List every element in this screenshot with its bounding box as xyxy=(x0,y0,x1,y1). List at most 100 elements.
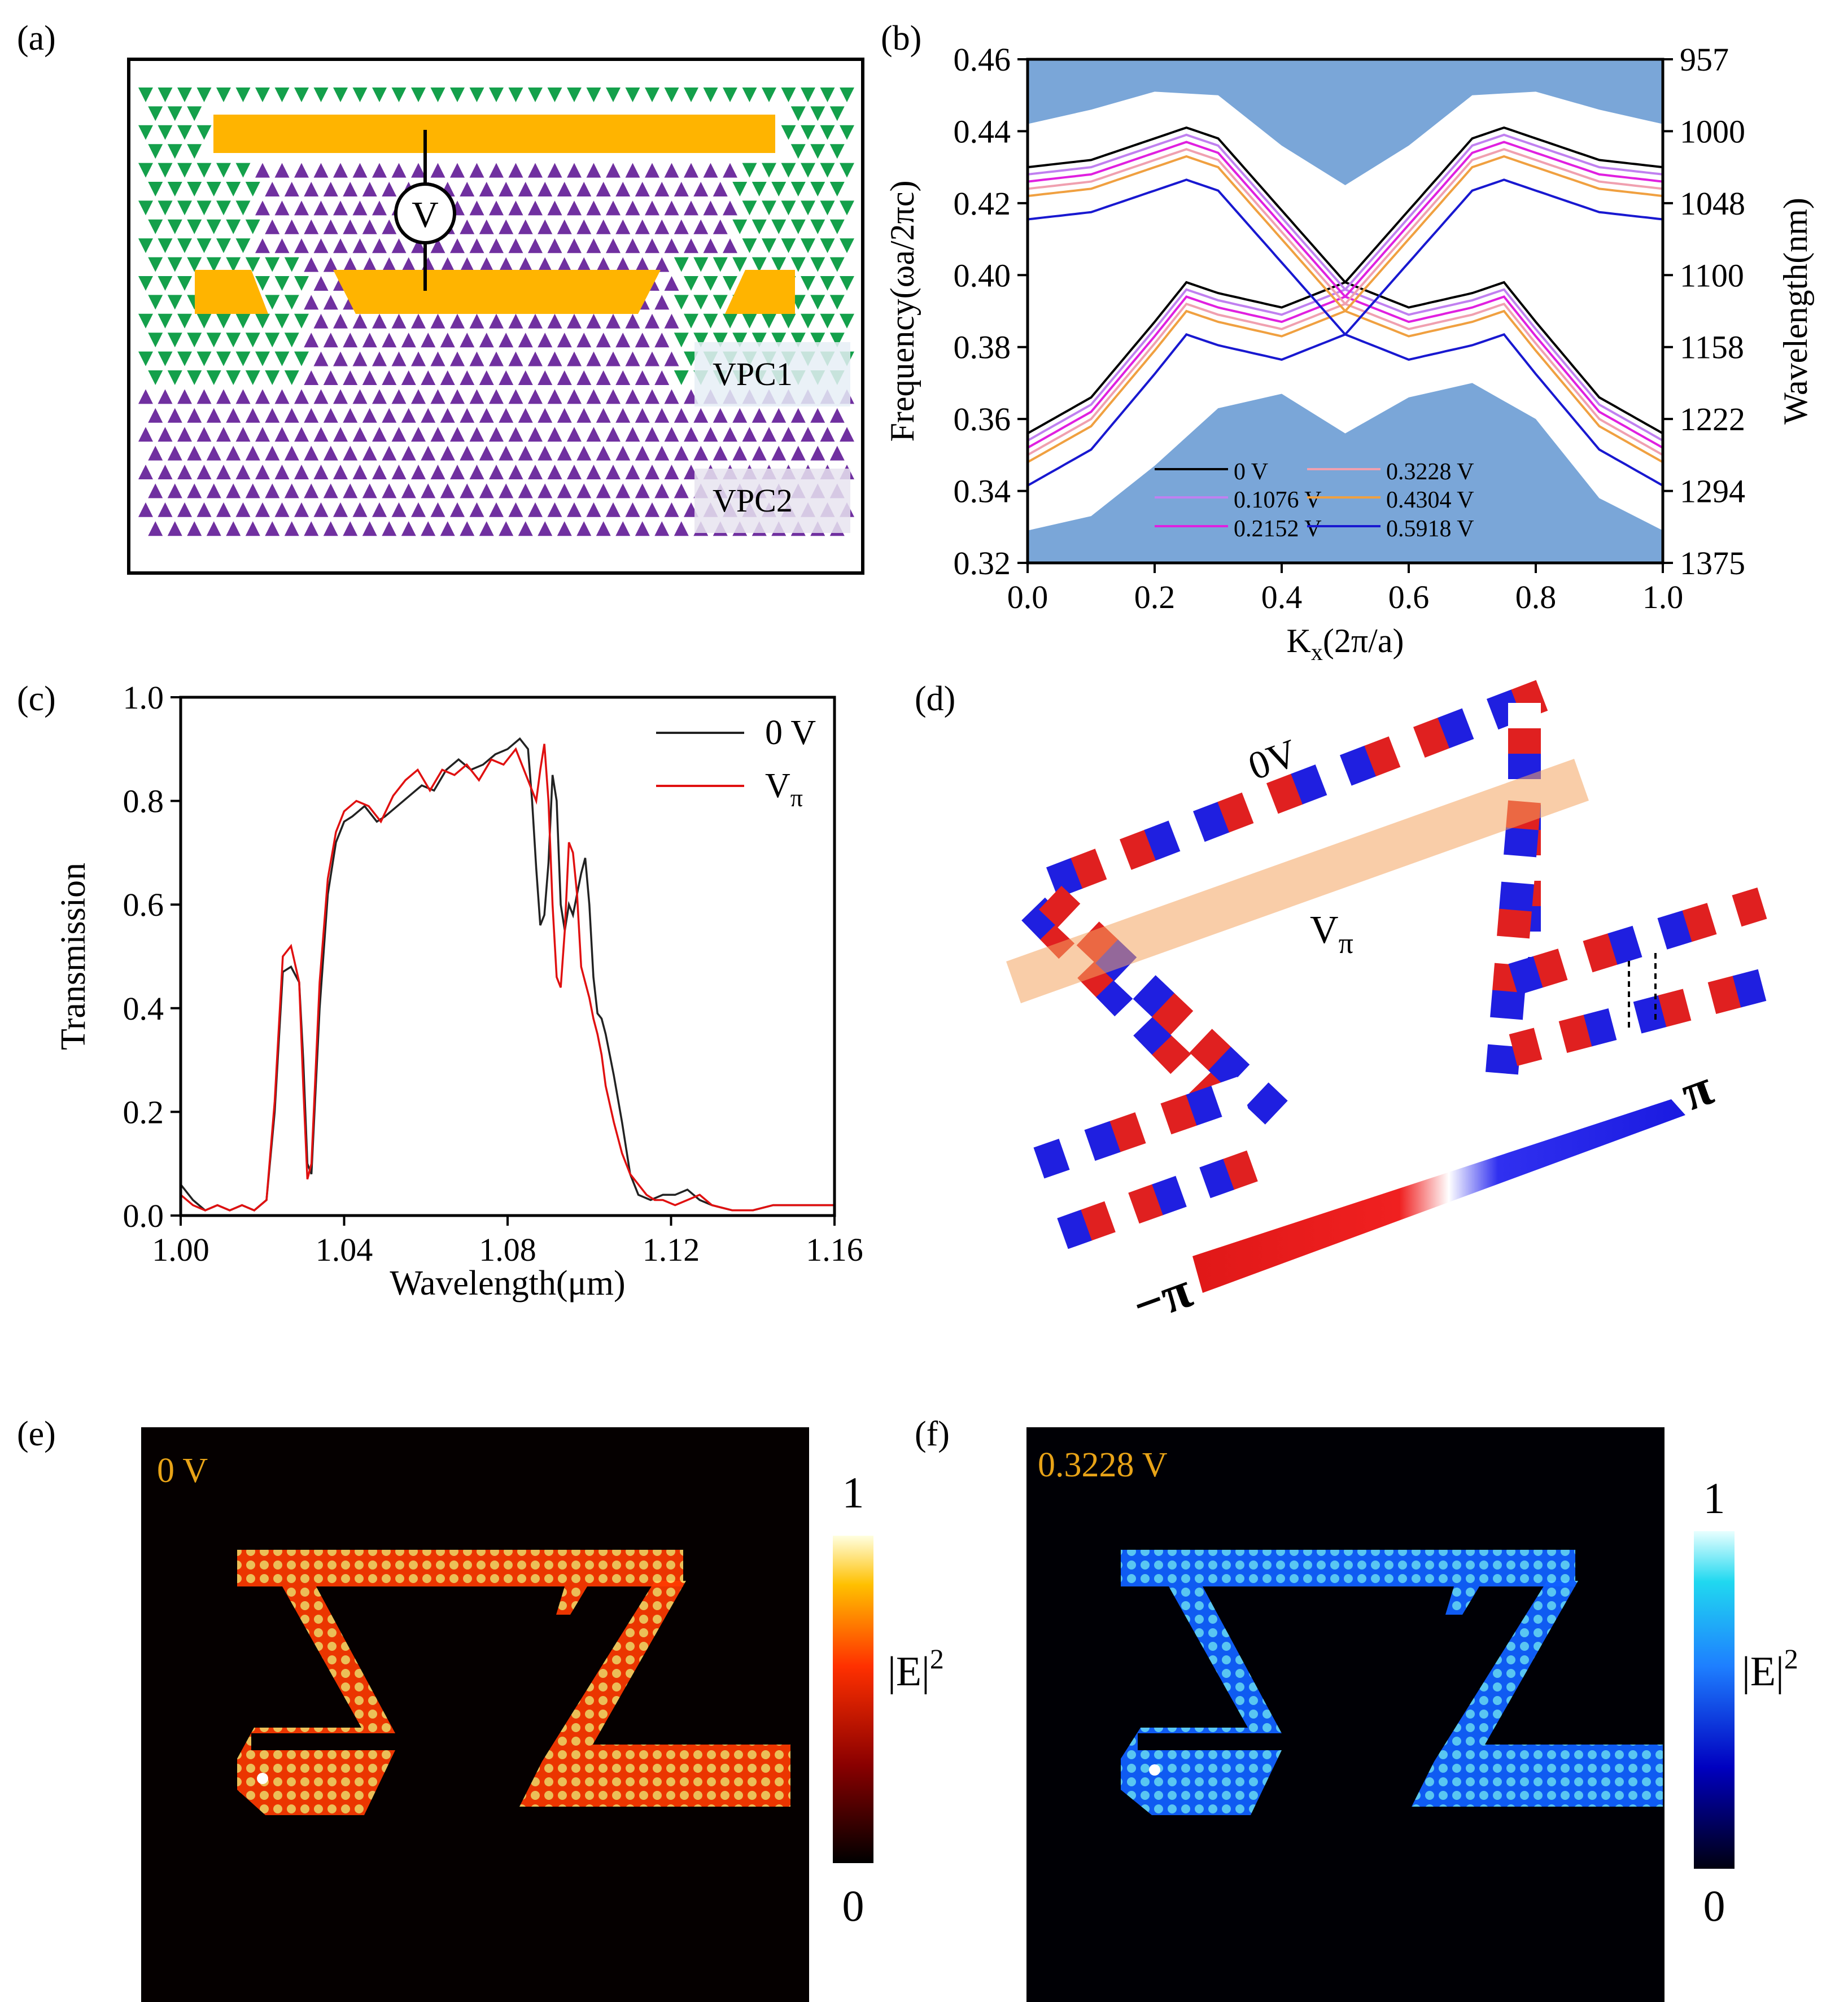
vpc2-unit-cell xyxy=(440,445,455,461)
vpc2-unit-cell xyxy=(635,483,650,499)
vpc2-unit-cell xyxy=(635,257,650,272)
vpc2-unit-cell xyxy=(576,257,592,272)
vpc2-unit-cell xyxy=(440,257,455,272)
phase-cell xyxy=(1199,1159,1235,1199)
vpc2-unit-cell xyxy=(586,389,601,404)
vpc1-unit-cell xyxy=(352,88,368,102)
vpc2-unit-cell xyxy=(382,521,397,536)
vpc1-unit-cell xyxy=(245,257,260,272)
vpc2-unit-cell xyxy=(177,389,192,404)
vpc2-unit-cell xyxy=(664,163,679,178)
vpc2-unit-cell xyxy=(567,238,582,253)
vpc2-unit-cell xyxy=(489,163,504,178)
vpc2-unit-cell xyxy=(713,445,728,461)
vpc2-unit-cell xyxy=(528,389,543,404)
y-tick-label: 0.40 xyxy=(954,257,1011,294)
vpc1-unit-cell xyxy=(158,276,173,291)
vpc2-unit-cell xyxy=(499,219,514,234)
vpc2-unit-cell xyxy=(518,408,533,423)
vpc1-unit-cell xyxy=(693,333,709,348)
vpc1-unit-cell xyxy=(167,144,182,159)
vpc1-unit-cell xyxy=(810,106,825,121)
vpc2-unit-cell xyxy=(333,502,348,517)
vpc2-unit-cell xyxy=(158,502,173,517)
vpc2-unit-cell xyxy=(362,445,377,461)
vpc1-unit-cell xyxy=(235,88,251,102)
upper-bulk-band xyxy=(1028,59,1663,185)
electrode-middle xyxy=(333,270,661,314)
vpc1-unit-cell xyxy=(216,351,231,366)
vpc2-unit-cell xyxy=(450,389,465,404)
vpc1-unit-cell xyxy=(752,219,767,234)
vpc2-unit-cell xyxy=(421,408,436,423)
vpc2-unit-cell xyxy=(508,389,523,404)
vpc2-unit-cell xyxy=(391,238,407,253)
vpc1-unit-cell xyxy=(235,351,251,366)
vpc2-unit-cell xyxy=(304,521,319,536)
vpc2-unit-cell xyxy=(382,445,397,461)
vpc2-unit-cell xyxy=(411,389,426,404)
y-tick-label: 0.44 xyxy=(954,113,1011,150)
vpc1-unit-cell xyxy=(829,257,845,272)
electrode-right xyxy=(725,270,795,314)
vpc2-unit-cell xyxy=(313,389,329,404)
vpc1-unit-cell xyxy=(810,219,825,234)
vpc2-unit-cell xyxy=(547,351,562,366)
vpc1-unit-cell xyxy=(333,88,348,102)
label-vpi: Vπ xyxy=(1310,908,1353,960)
vpc2-unit-cell xyxy=(440,483,455,499)
vpc2-unit-cell xyxy=(547,465,562,479)
phase-cell xyxy=(1170,1011,1213,1054)
phase-cell xyxy=(1508,728,1541,754)
vpc1-unit-cell xyxy=(196,88,212,102)
vpc2-unit-cell xyxy=(343,445,358,461)
vpc1-unit-cell xyxy=(840,276,854,291)
vpc1-unit-cell xyxy=(148,295,163,310)
vpc2-unit-cell xyxy=(538,370,553,385)
vpc2-unit-cell xyxy=(664,276,679,291)
vpc2-unit-cell xyxy=(235,389,251,404)
vpc1-unit-cell xyxy=(294,313,309,329)
vpc2-unit-cell xyxy=(557,445,572,461)
vpc1-unit-cell xyxy=(723,276,737,291)
vpc2-unit-cell xyxy=(713,219,728,234)
vpc1-unit-cell xyxy=(801,200,815,216)
vpc2-unit-cell xyxy=(635,182,650,196)
vpc1-unit-cell xyxy=(781,238,796,253)
voltage-source-label: V xyxy=(412,194,439,235)
vpc1-unit-cell xyxy=(810,182,825,196)
phase-cell xyxy=(1223,1150,1259,1190)
panel-d: (d) 0V Vπ −π π xyxy=(915,680,1767,1335)
vpc2-unit-cell xyxy=(255,465,270,479)
vpc2-unit-cell xyxy=(411,238,426,253)
waveguide-segment xyxy=(1033,1077,1248,1179)
y2-tick-label: 1048 xyxy=(1680,185,1745,222)
vpc2-unit-cell xyxy=(313,276,329,291)
y2-tick-label: 957 xyxy=(1680,41,1729,78)
vpc2-unit-cell xyxy=(460,333,475,348)
vpc2-unit-cell xyxy=(771,445,787,461)
vpc1-unit-cell xyxy=(372,88,387,102)
vpc2-unit-cell xyxy=(469,238,484,253)
phase-cell xyxy=(1033,1218,1069,1258)
colorbar-e-label: |E|2 xyxy=(888,1643,944,1695)
phase-cell xyxy=(1084,1121,1121,1161)
vpc2-unit-cell xyxy=(245,408,260,423)
vpc2-unit-cell xyxy=(693,445,709,461)
vpc1-unit-cell xyxy=(187,182,202,196)
vpc2-unit-cell xyxy=(411,313,426,329)
vpc1-unit-cell xyxy=(235,313,251,329)
colorbar-f xyxy=(1694,1531,1735,1869)
vpc2-unit-cell xyxy=(460,483,475,499)
vpc1-unit-cell xyxy=(187,106,202,121)
vpc1-unit-cell xyxy=(177,88,192,102)
vpc2-unit-cell xyxy=(635,408,650,423)
vpc2-unit-cell xyxy=(557,333,572,348)
vpc2-unit-cell xyxy=(518,257,533,272)
electrode-left xyxy=(195,270,268,314)
legend-label: Vπ xyxy=(765,767,803,812)
vpc1-unit-cell xyxy=(235,200,251,216)
vpc2-unit-cell xyxy=(265,408,280,423)
vpc2-unit-cell xyxy=(684,238,698,253)
vpc2-unit-cell xyxy=(674,182,689,196)
